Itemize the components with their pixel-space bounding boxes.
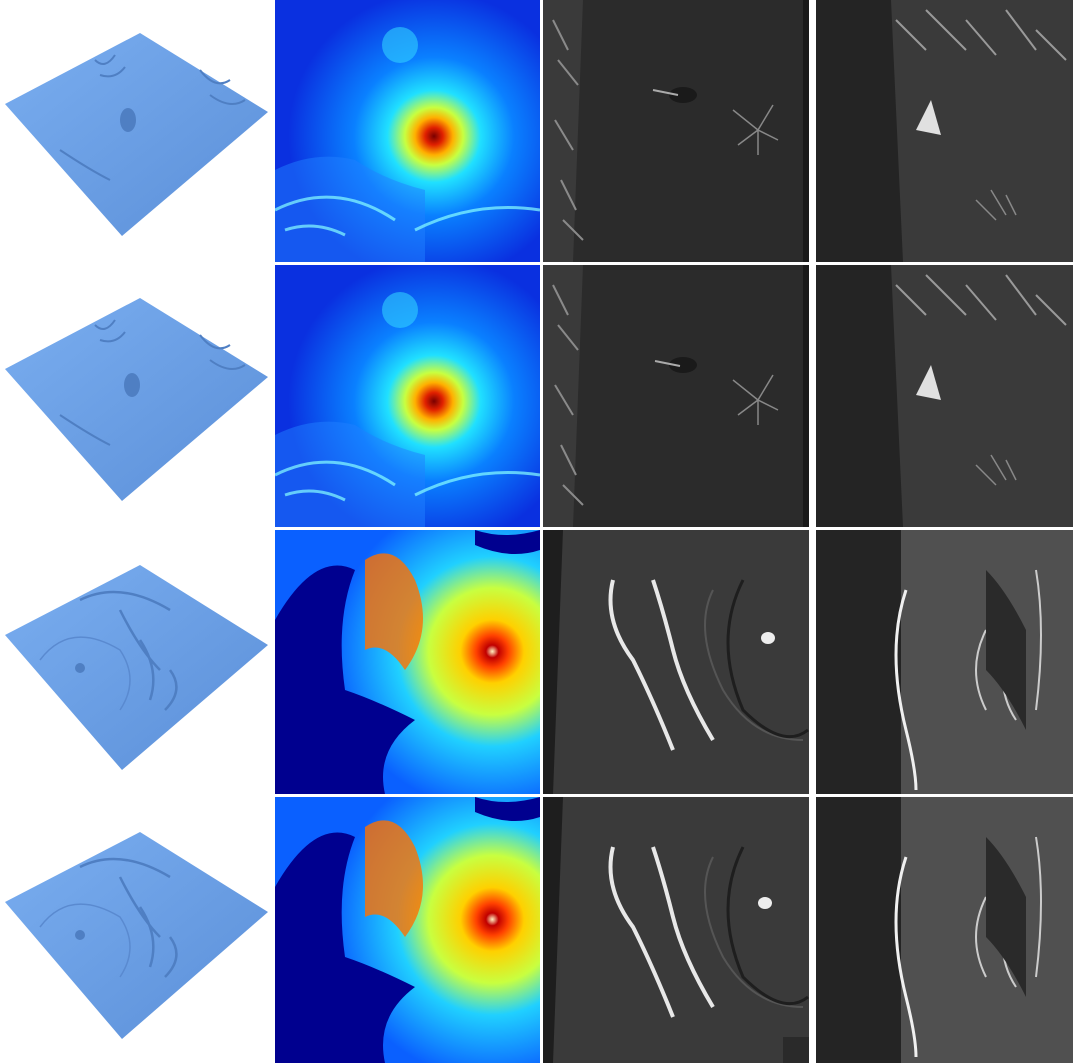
sar-view-1-row-1 xyxy=(543,0,809,262)
elevation-map-row-2 xyxy=(275,265,540,527)
terrain-3d-row-1 xyxy=(0,0,272,262)
terrain-3d-row-3 xyxy=(0,530,272,794)
elevation-map-row-3 xyxy=(275,530,540,794)
terrain-3d-row-4 xyxy=(0,797,272,1063)
sar-view-2-row-1 xyxy=(816,0,1073,262)
elevation-map-row-4 xyxy=(275,797,540,1063)
sar-view-2-row-3 xyxy=(816,530,1073,794)
sar-view-2-row-4 xyxy=(816,797,1073,1063)
sar-view-2-row-2 xyxy=(816,265,1073,527)
elevation-map-row-1 xyxy=(275,0,540,262)
terrain-3d-row-2 xyxy=(0,265,272,527)
sar-view-1-row-4 xyxy=(543,797,809,1063)
sar-view-1-row-3 xyxy=(543,530,809,794)
sar-view-1-row-2 xyxy=(543,265,809,527)
